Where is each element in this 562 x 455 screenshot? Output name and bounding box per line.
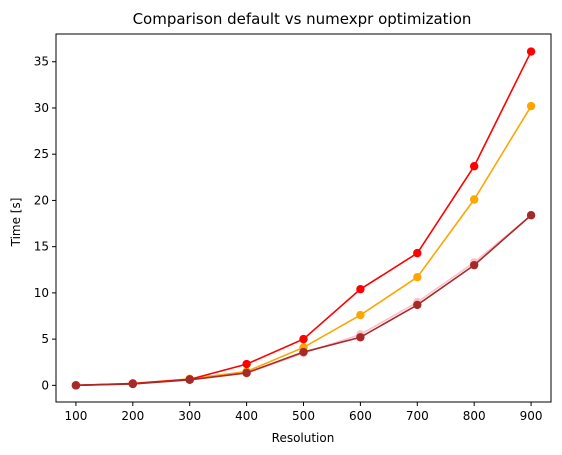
y-tick-label: 0 — [41, 378, 49, 392]
x-tick-label: 900 — [520, 409, 543, 423]
data-point — [526, 101, 536, 111]
data-point — [356, 333, 365, 342]
data-point — [299, 334, 308, 344]
data-point — [413, 300, 422, 310]
series-4 — [71, 211, 536, 390]
x-axis-label: Resolution — [272, 431, 335, 445]
x-tick-label: 300 — [178, 409, 201, 423]
data-point — [128, 379, 138, 389]
data-point — [526, 47, 536, 56]
data-point — [242, 359, 251, 369]
data-point — [469, 195, 479, 204]
series-3 — [71, 47, 536, 390]
data-point — [242, 368, 251, 378]
data-point — [469, 162, 479, 171]
data-point — [469, 260, 479, 270]
series-line — [75, 214, 532, 387]
x-tick-label: 700 — [406, 409, 429, 423]
y-tick-label: 20 — [34, 193, 49, 207]
y-tick-label: 35 — [34, 55, 49, 69]
data-point — [356, 310, 365, 320]
x-tick-label: 500 — [292, 409, 315, 423]
y-tick-label: 5 — [41, 332, 49, 346]
x-tick-label: 400 — [235, 409, 258, 423]
x-tick-label: 800 — [463, 409, 486, 423]
data-point — [71, 381, 81, 390]
x-axis: 100 200 300 400 500 600 700 800 900 — [64, 402, 543, 423]
y-tick-label: 30 — [34, 101, 49, 115]
y-tick-label: 15 — [34, 240, 49, 254]
x-tick-label: 600 — [349, 409, 372, 423]
data-point — [299, 347, 308, 357]
data-point — [413, 248, 422, 258]
x-tick-label: 100 — [64, 409, 87, 423]
y-axis: 0 5 10 15 20 25 30 35 — [34, 55, 56, 392]
y-axis-label: Time [s] — [9, 198, 23, 248]
data-point — [356, 284, 365, 294]
y-tick-label: 25 — [34, 147, 49, 161]
series-line — [75, 214, 532, 387]
plot-area — [71, 47, 536, 390]
data-point — [413, 272, 422, 282]
chart-title: Comparison default vs numexpr optimizati… — [133, 10, 472, 28]
series-2 — [71, 101, 536, 390]
y-tick-label: 10 — [34, 286, 49, 300]
data-point — [526, 211, 536, 220]
series-1 — [71, 211, 536, 390]
data-point — [185, 375, 194, 385]
x-tick-label: 200 — [121, 409, 144, 423]
